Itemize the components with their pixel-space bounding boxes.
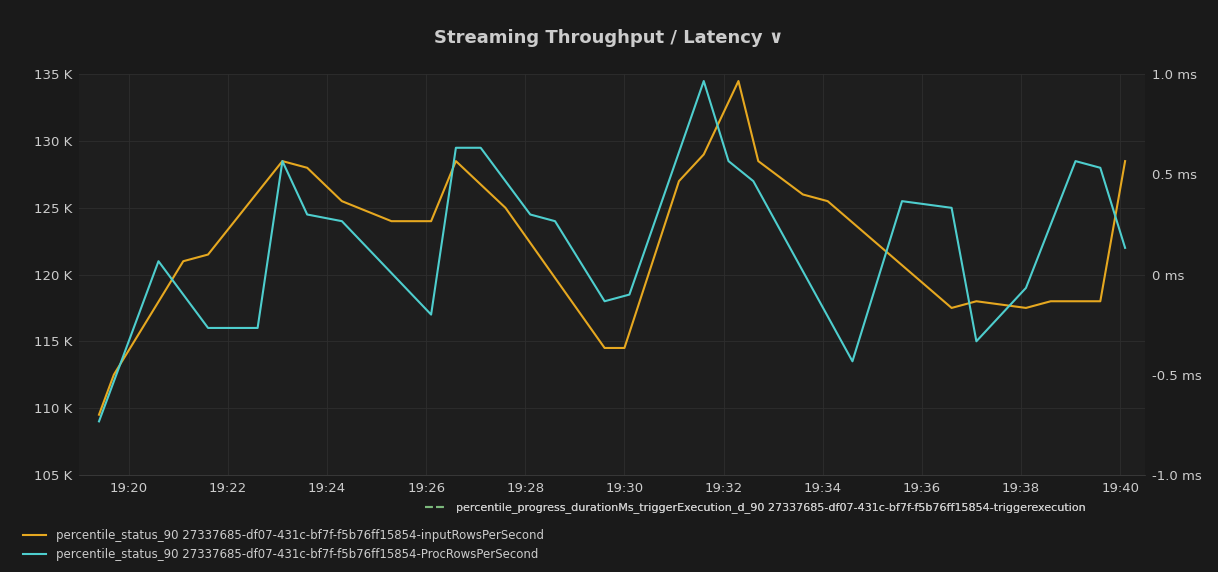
Legend: percentile_progress_durationMs_triggerExecution_d_90 27337685-df07-431c-bf7f-f5b: percentile_progress_durationMs_triggerEx… [420, 498, 1090, 518]
Legend: percentile_status_90 27337685-df07-431c-bf7f-f5b76ff15854-inputRowsPerSecond, pe: percentile_status_90 27337685-df07-431c-… [18, 525, 548, 566]
Text: Streaming Throughput / Latency ∨: Streaming Throughput / Latency ∨ [435, 29, 783, 46]
